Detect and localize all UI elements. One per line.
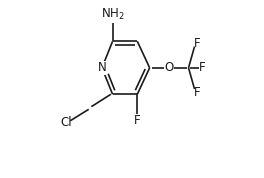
Text: F: F: [194, 86, 201, 99]
Text: F: F: [194, 37, 201, 50]
Text: F: F: [199, 61, 206, 74]
Text: F: F: [134, 114, 141, 127]
Text: N: N: [98, 61, 106, 74]
Text: O: O: [164, 61, 174, 74]
Text: NH$_2$: NH$_2$: [101, 7, 125, 22]
Text: Cl: Cl: [61, 116, 72, 129]
